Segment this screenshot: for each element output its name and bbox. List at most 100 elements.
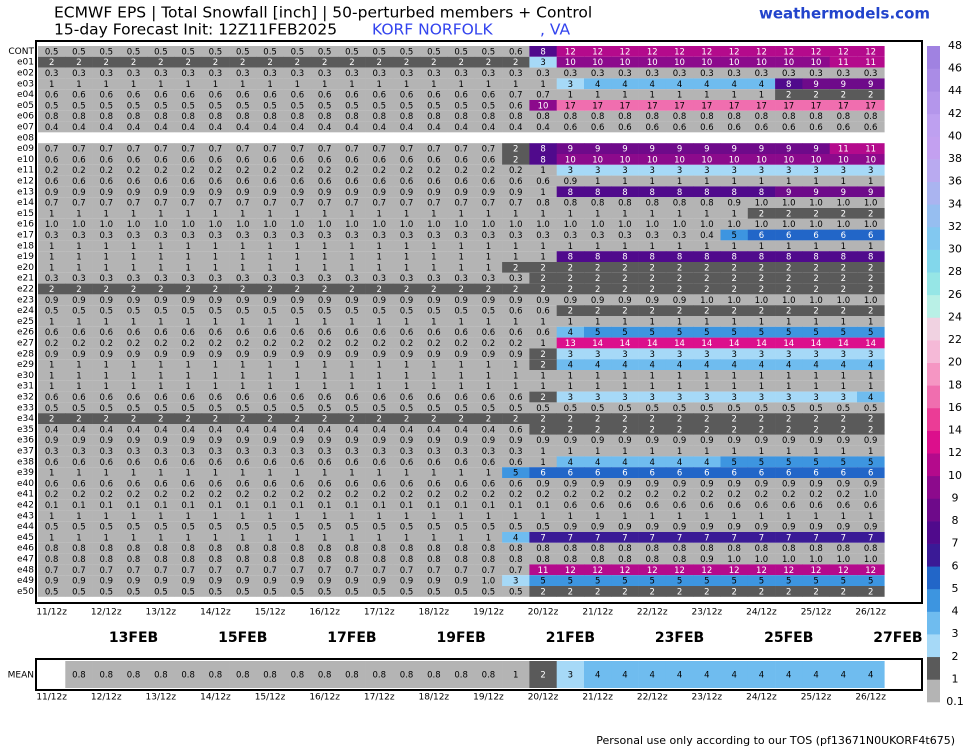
cell-label: 0.6 [318,479,332,489]
cell [147,67,175,79]
cell-label: 0.9 [482,436,496,446]
cell [92,478,121,489]
cell-label: 0.5 [99,404,113,414]
cell [802,262,830,273]
cell [365,510,394,522]
cell [665,456,694,468]
cell-label: 1 [677,512,682,522]
row-label: e16 [17,220,34,230]
cell [392,510,421,522]
cell [365,218,394,230]
cell-label: 0.2 [318,339,332,349]
cell [529,251,557,262]
cell [119,175,148,187]
cell [92,208,121,219]
cell-label: 0.3 [645,69,659,79]
cell [529,510,557,522]
cell-label: 1 [49,512,54,522]
cell-label: 1 [786,371,791,381]
cell [338,380,366,392]
cell-label: 0.3 [345,274,359,284]
cell-label: 9 [841,188,846,198]
x-tick-label: 21/12z [582,693,613,703]
cell [392,78,421,90]
cell-label: 5 [622,577,627,587]
cell-label: 2 [540,350,545,360]
cell [65,110,93,122]
cell-label: 0.3 [99,69,113,79]
cell [147,251,175,262]
cell [283,499,312,511]
cell-label: 0.3 [372,274,386,284]
cell-label: 2 [404,415,409,425]
cell [38,370,66,381]
cell-label: 0.9 [209,436,223,446]
cell [174,164,203,176]
cell [529,553,557,565]
cell [693,499,721,511]
cell-label: 0.6 [454,458,468,468]
cell-label: 0.4 [509,123,523,133]
cell [38,294,66,306]
cell [802,380,830,392]
cell-label: 0.8 [618,544,632,554]
cell-label: 1 [568,317,573,327]
cell [638,499,667,511]
cell-label: 0.6 [509,177,523,187]
cell-label: 10 [729,58,740,68]
cell-label: 0.4 [72,425,86,435]
cell-label: 0.8 [509,544,523,554]
cell [174,305,203,316]
cell-label: 0.6 [291,328,305,338]
cell [447,337,476,349]
cell-label: 12 [674,566,685,576]
cell-label: 0.9 [263,577,277,587]
cell [802,424,830,435]
cell-label: 0.6 [318,177,332,187]
cell [584,283,612,295]
cell-label: 1 [76,253,81,263]
cell-label: 3 [813,393,818,403]
cell-label: 1 [49,317,54,327]
cell-label: 3 [677,166,682,176]
cell [392,164,421,176]
cell [392,186,421,198]
cell-label: 5 [813,328,818,338]
cell-label: 10 [620,155,631,165]
cell-label: 0.6 [864,501,878,511]
cell [119,434,148,446]
cell-label: 0.9 [782,479,796,489]
cell [229,121,257,133]
cell [447,661,476,688]
cell-label: 0.8 [181,112,195,122]
cell [201,305,230,316]
cell [720,164,749,176]
cell-label: 0.5 [263,101,277,111]
cell [611,586,639,597]
cell-label: 5 [868,577,873,587]
cell-label: 0.9 [181,436,195,446]
cell-label: 0.9 [45,296,59,306]
cell [201,337,230,349]
cell-label: 0.6 [345,328,359,338]
cell-label: 0.7 [99,145,113,155]
cell [229,424,257,435]
cell [802,143,830,154]
cell [747,100,776,111]
cell [420,197,448,208]
cell-label: 0.2 [454,339,468,349]
cell [38,56,66,68]
cell-label: 1 [513,512,518,522]
cell [474,348,503,360]
cell [365,154,394,165]
row-label: e27 [17,339,34,349]
cell [38,326,66,338]
cell [201,229,230,241]
cell-label: 1 [458,263,463,273]
cell [92,564,121,576]
cell-label: 1 [731,512,736,522]
cell-label: 0.7 [291,145,305,155]
cell [611,542,639,554]
cell-label: 17 [647,101,658,111]
